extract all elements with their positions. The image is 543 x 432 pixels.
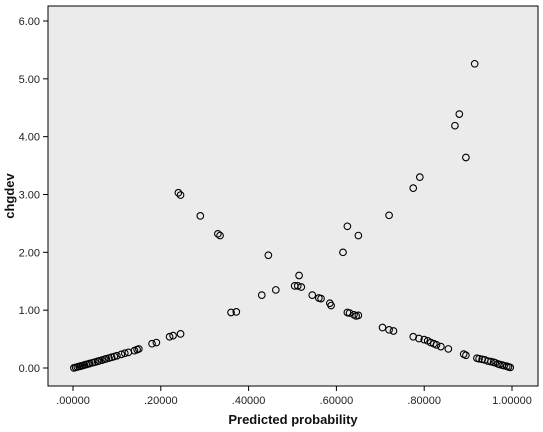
data-point — [317, 294, 325, 303]
x-tick-label: .00000 — [56, 395, 90, 407]
data-point — [470, 59, 479, 68]
data-point — [264, 251, 273, 260]
y-axis-title: chgdev — [2, 172, 17, 218]
data-point — [169, 331, 177, 340]
data-point — [432, 341, 441, 349]
plot-area — [47, 5, 539, 387]
y-tick-label: 2.00 — [19, 247, 40, 259]
data-point — [297, 283, 306, 291]
data-point — [113, 351, 121, 360]
data-point — [345, 309, 354, 317]
x-tick-label: .20000 — [144, 395, 178, 407]
data-point — [165, 332, 174, 341]
data-point — [257, 291, 266, 299]
data-point — [437, 342, 445, 351]
y-tick-label: 0.00 — [19, 363, 40, 375]
y-tick-label: 1.00 — [19, 305, 40, 317]
data-point — [214, 229, 222, 238]
data-point — [135, 345, 143, 353]
data-point — [152, 338, 161, 347]
data-point — [327, 301, 335, 310]
y-tick-label: 6.00 — [19, 16, 40, 28]
x-tick-label: .40000 — [232, 395, 266, 407]
x-axis: .00000 .20000 .40000 .60000 .80000 1.00000 — [56, 386, 532, 407]
x-axis-title: Predicted probability — [228, 412, 358, 427]
data-point — [462, 153, 470, 162]
data-point — [293, 282, 302, 290]
y-tick-label: 4.00 — [19, 132, 40, 144]
data-point — [484, 357, 492, 365]
data-point — [148, 339, 156, 348]
data-point — [271, 286, 280, 294]
data-point — [232, 308, 241, 316]
data-point — [462, 351, 470, 360]
y-tick-label: 5.00 — [19, 74, 40, 86]
data-point — [176, 191, 185, 199]
data-point — [196, 212, 205, 220]
data-point — [415, 173, 424, 181]
data-point — [389, 327, 398, 335]
data-point — [451, 121, 459, 130]
data-point — [385, 325, 393, 334]
data-point — [117, 350, 126, 359]
data-point — [415, 334, 423, 343]
data-points — [70, 59, 515, 372]
data-point — [409, 184, 418, 192]
data-point — [385, 211, 393, 220]
data-point — [444, 345, 453, 353]
x-tick-label: 1.00000 — [492, 395, 532, 407]
data-point — [216, 231, 224, 240]
data-point — [295, 271, 303, 280]
data-point — [506, 363, 515, 372]
data-point — [120, 349, 129, 358]
data-point — [455, 110, 464, 118]
data-point — [354, 231, 363, 240]
data-point — [176, 330, 185, 338]
data-point — [308, 291, 317, 299]
x-tick-label: .60000 — [320, 395, 354, 407]
data-point — [354, 311, 363, 320]
data-point — [227, 308, 235, 317]
data-point — [378, 323, 387, 332]
y-tick-label: 3.00 — [19, 190, 40, 202]
data-point — [174, 188, 183, 197]
data-point — [339, 248, 347, 257]
y-axis: 0.00 1.00 2.00 3.00 4.00 5.00 6.00 — [19, 16, 48, 375]
data-point — [343, 222, 352, 231]
data-point — [420, 335, 429, 344]
x-tick-label: .80000 — [407, 395, 441, 407]
data-point — [475, 354, 483, 363]
